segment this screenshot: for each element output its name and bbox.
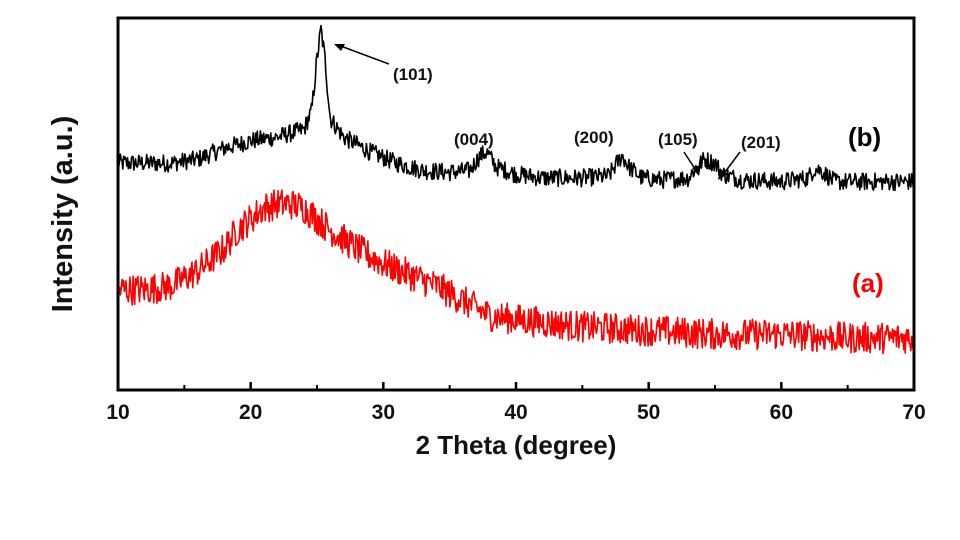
x-axis-title: 2 Theta (degree) <box>416 430 617 460</box>
peak-label-101: (101) <box>393 65 433 84</box>
series-label-b: (b) <box>848 122 881 152</box>
arrowhead-201 <box>718 169 728 180</box>
x-tick-label-30: 30 <box>372 401 395 424</box>
plot-frame <box>116 16 916 392</box>
series-label-a: (a) <box>852 268 884 298</box>
series-line-b <box>117 24 915 192</box>
y-axis-title: Intensity (a.u.) <box>47 116 79 313</box>
x-tick-label-70: 70 <box>902 401 925 424</box>
arrowhead-101 <box>334 44 345 51</box>
peak-label-105: (105) <box>658 130 698 149</box>
x-tick-label-60: 60 <box>770 401 793 424</box>
arrowhead-105 <box>692 165 701 176</box>
peak-label-004: (004) <box>454 130 494 149</box>
peak-annotations: (101) (004) (200) (105) (201) <box>334 44 781 180</box>
x-ticks: 10 20 30 40 50 60 70 <box>106 382 926 424</box>
peak-arrow-201 <box>721 151 741 177</box>
x-tick-label-40: 40 <box>504 401 527 424</box>
series-layer <box>117 24 915 355</box>
peak-arrow-101 <box>337 44 390 65</box>
x-tick-label-10: 10 <box>106 401 129 424</box>
peak-label-201: (201) <box>741 133 781 152</box>
series-line-a <box>117 189 915 355</box>
x-tick-label-20: 20 <box>239 401 262 424</box>
x-tick-label-50: 50 <box>637 401 660 424</box>
peak-label-200: (200) <box>574 128 614 147</box>
